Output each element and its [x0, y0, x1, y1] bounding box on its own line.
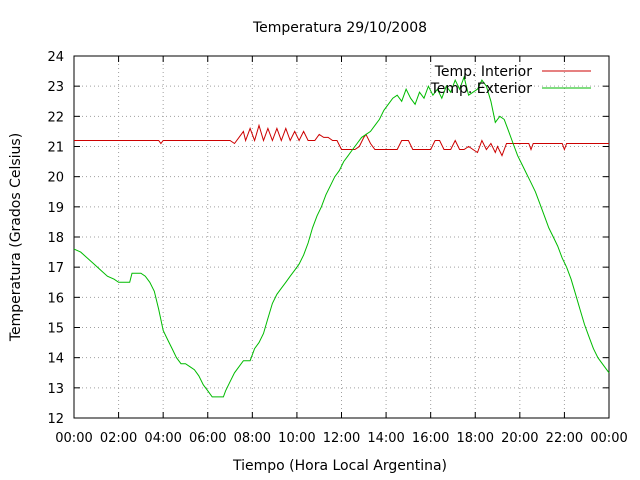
legend-label: Temp. Exterior	[430, 81, 533, 97]
x-tick-label: 20:00	[501, 431, 538, 446]
y-tick-label: 16	[47, 291, 64, 306]
axis-ticks: 12 13 14 15 16 17 18 19 20 21 22 23 24 00:00 02:00 04:0…	[47, 50, 627, 446]
x-tick-label: 14:00	[367, 431, 404, 446]
y-tick-label: 24	[47, 50, 64, 65]
y-tick-label: 19	[47, 201, 64, 216]
x-tick-label: 00:00	[590, 431, 627, 446]
y-tick-label: 20	[47, 171, 64, 186]
series-line-interior	[74, 123, 609, 157]
legend-label: Temp. Interior	[434, 64, 533, 80]
x-tick-label: 04:00	[144, 431, 181, 446]
x-tick-label: 02:00	[100, 431, 137, 446]
x-tick-label: 22:00	[546, 431, 583, 446]
y-tick-label: 23	[47, 80, 64, 95]
x-tick-label: 08:00	[234, 431, 271, 446]
x-tick-label: 06:00	[189, 431, 226, 446]
x-tick-label: 12:00	[323, 431, 360, 446]
x-tick-label: 16:00	[412, 431, 449, 446]
chart-title: Temperatura 29/10/2008	[252, 20, 427, 36]
y-axis-title: Temperatura (Grados Celsius)	[8, 133, 24, 342]
y-tick-label: 22	[47, 110, 64, 125]
grid-lines	[74, 56, 609, 418]
x-tick-label: 18:00	[457, 431, 494, 446]
series-line-exterior	[73, 75, 610, 398]
series-lines	[73, 75, 610, 398]
y-tick-label: 17	[47, 261, 64, 276]
x-axis-title: Tiempo (Hora Local Argentina)	[232, 458, 447, 474]
y-tick-label: 14	[47, 352, 64, 367]
x-tick-label: 00:00	[55, 431, 92, 446]
y-tick-label: 13	[47, 382, 64, 397]
y-tick-label: 21	[47, 141, 64, 156]
y-tick-label: 12	[47, 412, 64, 427]
y-tick-label: 15	[47, 322, 64, 337]
x-tick-label: 10:00	[278, 431, 315, 446]
y-tick-label: 18	[47, 231, 64, 246]
